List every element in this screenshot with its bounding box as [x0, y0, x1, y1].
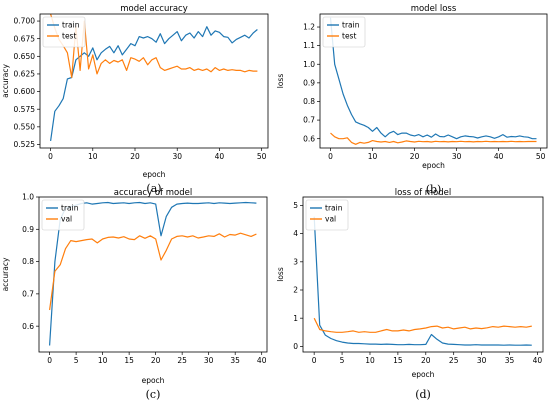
chart-3-x-axis-label: epoch: [412, 370, 435, 379]
chart-1-plot-frame: [319, 13, 548, 149]
chart-0-y-tick-label: 0.525: [14, 140, 36, 149]
chart-0-y-tick-label: 0.675: [14, 34, 36, 43]
chart-1-x-tick-label: 20: [410, 152, 420, 161]
chart-3-x-tick-label: 0: [312, 356, 317, 365]
chart-1-x-tick-label: 0: [328, 152, 333, 161]
chart-1-y-tick-label: 0.8: [303, 97, 315, 106]
chart-0-x-tick-label: 0: [48, 152, 53, 161]
chart-model-accuracy: model accuracy 0 10 20 30 40 50 0.525 0.550 0.575…: [1, 4, 269, 195]
chart-2-y-tick-label: 0.7: [22, 289, 34, 298]
chart-0-y-tick-label: 0.700: [14, 17, 36, 26]
chart-1-x-tick-label: 30: [452, 152, 462, 161]
chart-1-series-train-line: [329, 17, 537, 140]
chart-0-series-train-line: [50, 26, 258, 141]
chart-0-x-tick-label: 10: [88, 152, 98, 161]
chart-2-x-tick-label: 0: [47, 356, 52, 365]
chart-3-x-tick-label: 20: [421, 356, 431, 365]
chart-2-x-tick-label: 40: [257, 356, 267, 365]
chart-3-y-tick-label: 5: [293, 201, 298, 210]
chart-3-y-tick-label: 3: [293, 257, 298, 266]
chart-2-legend-label-val: val: [61, 215, 72, 224]
chart-loss-of-model: loss of model 0 5 10 15 20 25 30 35 40 0 1 2 3 4 5 epoch…: [276, 188, 544, 401]
chart-3-x-tick-label: 15: [393, 356, 403, 365]
chart-0-plot-frame: [39, 13, 269, 149]
chart-3-y-axis-label: loss: [276, 267, 285, 282]
chart-0-y-tick-label: 0.625: [14, 70, 36, 79]
chart-2-x-tick-label: 25: [177, 356, 187, 365]
chart-2-x-tick-label: 20: [151, 356, 161, 365]
chart-2-y-tick-label: 0.9: [22, 225, 34, 234]
chart-3-y-tick-label: 2: [293, 286, 298, 295]
chart-0-y-tick-label: 0.550: [14, 122, 36, 131]
chart-3-x-tick-label: 5: [340, 356, 345, 365]
chart-3-x-tick-label: 40: [533, 356, 543, 365]
chart-3-series-val-line: [313, 317, 532, 333]
chart-3-x-tick-label: 30: [477, 356, 487, 365]
chart-0-x-tick-label: 30: [172, 152, 182, 161]
chart-1-x-axis-label: epoch: [422, 161, 445, 170]
chart-2-x-tick-label: 30: [204, 356, 214, 365]
chart-2-title: accuracy of model: [114, 188, 192, 198]
chart-0-caption: (a): [146, 182, 161, 195]
chart-1-y-tick-label: 0.9: [303, 78, 315, 87]
chart-3-y-tick-label: 4: [293, 229, 298, 238]
chart-1-legend-label-test: test: [342, 32, 356, 41]
chart-2-plot-frame: [38, 196, 268, 353]
chart-3-y-tick-label: 0: [293, 342, 298, 351]
chart-3-legend-label-val: val: [325, 215, 336, 224]
chart-2-y-tick-label: 0.6: [22, 322, 34, 331]
chart-1-y-tick-label: 0.6: [303, 134, 315, 143]
chart-1-y-tick-label: 1.1: [303, 41, 315, 50]
chart-3-plot-frame: [302, 196, 544, 353]
chart-0-x-tick-label: 50: [257, 152, 267, 161]
chart-0-legend-label-test: test: [62, 32, 76, 41]
chart-3-legend-label-train: train: [325, 204, 343, 213]
chart-model-loss: model loss 0 10 20 30 40 50 0.6 0.7 0.8 0.9 1.0 1.1 1…: [276, 4, 548, 196]
chart-1-x-tick-label: 50: [536, 152, 546, 161]
chart-2-x-tick-label: 10: [98, 356, 108, 365]
chart-2-y-tick-label: 1.0: [22, 193, 34, 202]
chart-0-x-axis-label: epoch: [143, 170, 166, 179]
chart-2-x-tick-label: 15: [124, 356, 134, 365]
chart-1-series-test-line: [330, 132, 537, 145]
chart-0-y-axis-label: accuracy: [1, 64, 10, 98]
chart-1-caption: (b): [426, 183, 442, 196]
chart-1-y-tick-label: 0.7: [303, 116, 315, 125]
chart-accuracy-of-model: accuracy of model 0 5 10 15 20 25 30 35 40 0.6 0.7 0…: [1, 188, 268, 401]
chart-1-legend-label-train: train: [342, 21, 360, 30]
chart-2-series-val-line: [49, 232, 257, 311]
chart-1-x-tick-label: 40: [494, 152, 504, 161]
chart-1-y-tick-label: 1.0: [303, 60, 315, 69]
chart-2-caption: (c): [146, 388, 161, 401]
chart-0-y-tick-label: 0.650: [14, 52, 36, 61]
chart-2-x-tick-label: 5: [74, 356, 79, 365]
chart-0-y-tick-label: 0.575: [14, 105, 36, 114]
chart-1-y-axis-label: loss: [276, 74, 285, 89]
chart-0-x-tick-label: 20: [130, 152, 140, 161]
chart-3-caption: (d): [415, 388, 431, 401]
chart-3-title: loss of model: [395, 188, 451, 198]
chart-1-title: model loss: [411, 4, 457, 14]
chart-3-y-tick-label: 1: [293, 314, 298, 323]
chart-2-x-tick-label: 35: [230, 356, 240, 365]
chart-0-title: model accuracy: [120, 4, 188, 14]
chart-2-y-axis-label: accuracy: [1, 257, 10, 291]
chart-1-x-tick-label: 10: [368, 152, 378, 161]
chart-0-legend-label-train: train: [62, 21, 80, 30]
chart-0-y-tick-label: 0.600: [14, 87, 36, 96]
chart-3-x-tick-label: 25: [449, 356, 459, 365]
chart-2-legend-label-train: train: [61, 204, 79, 213]
chart-2-x-axis-label: epoch: [142, 376, 165, 385]
chart-0-x-tick-label: 40: [215, 152, 225, 161]
chart-1-y-tick-label: 1.2: [303, 23, 315, 32]
chart-2-y-tick-label: 0.8: [22, 257, 34, 266]
chart-3-x-tick-label: 10: [365, 356, 375, 365]
chart-3-x-tick-label: 35: [505, 356, 515, 365]
chart-3-series-train-line: [313, 216, 532, 346]
